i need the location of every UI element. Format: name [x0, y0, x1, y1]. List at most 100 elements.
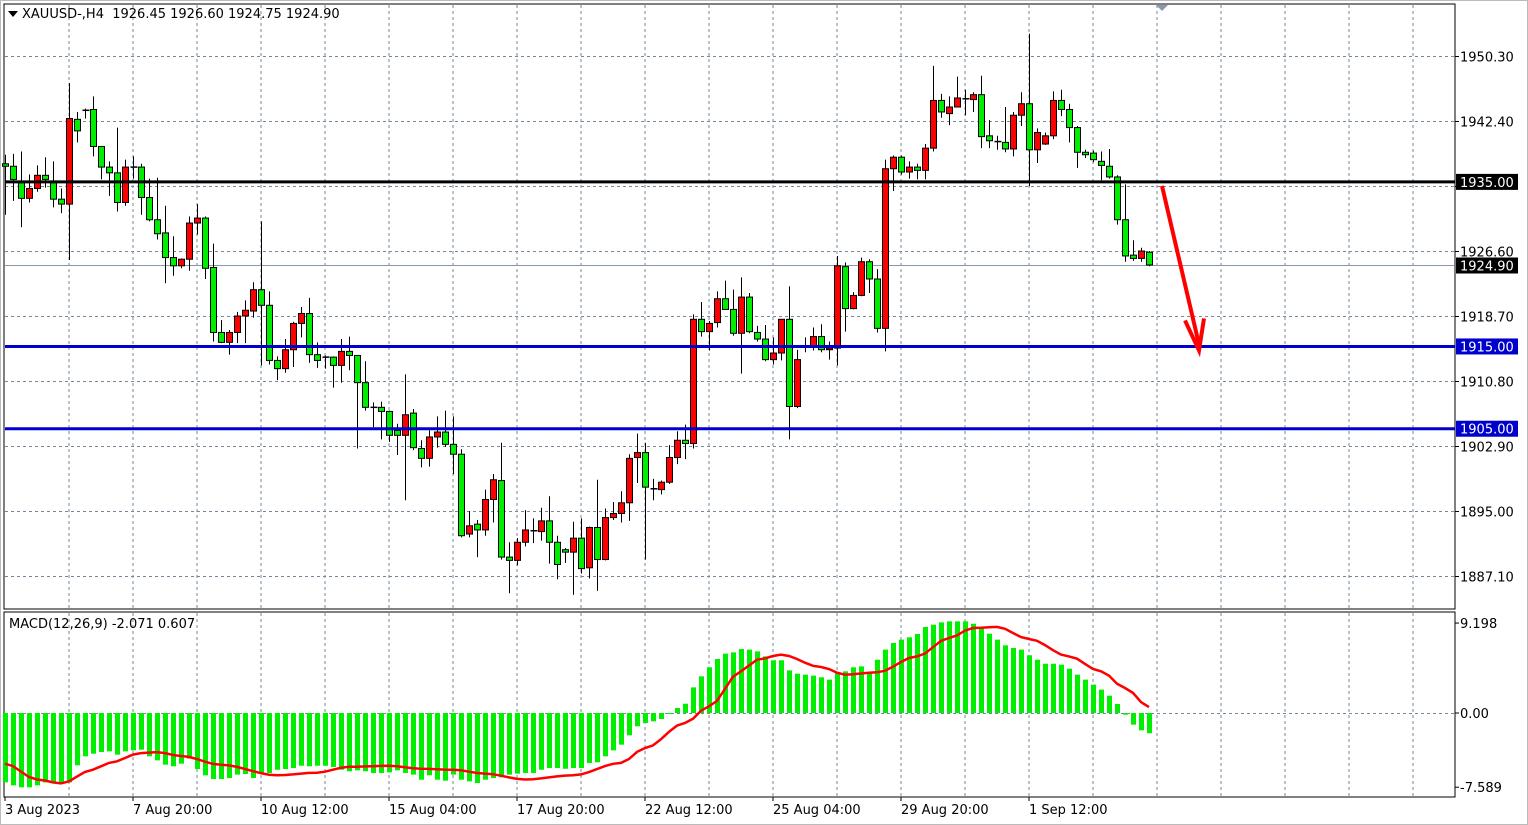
candle	[562, 548, 569, 563]
x-tick-label: 29 Aug 20:00	[901, 803, 989, 818]
candle	[634, 433, 641, 484]
candle-body	[722, 298, 729, 310]
macd-histogram-bar	[499, 713, 504, 778]
candle	[250, 282, 257, 318]
candle	[1082, 149, 1089, 159]
macd-histogram-bar	[651, 713, 656, 722]
macd-histogram-bar	[291, 713, 296, 768]
macd-histogram-bar	[691, 687, 696, 713]
macd-histogram-bar	[59, 713, 64, 783]
candle	[1058, 89, 1065, 117]
candle-body	[242, 309, 249, 317]
candle-body	[1010, 114, 1017, 150]
macd-histogram-bar	[491, 713, 496, 779]
macd-histogram-bar	[731, 652, 736, 713]
candle-body	[210, 266, 217, 333]
candle-body	[610, 512, 617, 519]
macd-histogram-bar	[355, 713, 360, 771]
candle-body	[666, 457, 673, 483]
macd-histogram-bar	[723, 653, 728, 713]
macd-histogram-bar	[891, 642, 896, 713]
candle-body	[1066, 108, 1073, 129]
candle-body	[458, 453, 465, 537]
candle	[1010, 111, 1017, 157]
macd-histogram-bar	[131, 713, 136, 751]
candle-body	[914, 166, 921, 171]
macd-histogram-bar	[899, 639, 904, 713]
candle-body	[258, 289, 265, 306]
candle-body	[826, 347, 833, 351]
candle	[146, 178, 153, 222]
candle-body	[946, 106, 953, 115]
level-price-tag	[1456, 420, 1518, 437]
candle-body	[778, 318, 785, 354]
x-tick-label: 1 Sep 12:00	[1029, 803, 1108, 818]
candle-body	[90, 108, 97, 148]
macd-histogram-bar	[987, 633, 992, 713]
candle	[522, 510, 529, 547]
candle	[714, 291, 721, 328]
macd-histogram-bar	[299, 713, 304, 766]
candle	[610, 501, 617, 521]
candle	[954, 76, 961, 108]
macd-histogram-bar	[1027, 655, 1032, 713]
macd-histogram-bar	[483, 713, 488, 780]
candle	[354, 354, 361, 449]
trend-arrow-head-icon[interactable]	[1183, 318, 1206, 358]
chart-shift-marker-icon[interactable]	[1156, 5, 1168, 11]
macd-histogram-bar	[419, 713, 424, 780]
candle	[578, 518, 585, 574]
macd-histogram-bar	[427, 713, 432, 776]
candle-body	[66, 118, 73, 205]
candle	[162, 205, 169, 284]
macd-histogram-bar	[195, 713, 200, 770]
candle	[466, 511, 473, 538]
candle	[258, 221, 265, 366]
macd-histogram-bar	[99, 713, 104, 753]
candle-body	[1050, 99, 1057, 137]
candle	[1146, 251, 1153, 267]
trend-arrow-line[interactable]	[1160, 185, 1201, 345]
y-tick-label: 1910.80	[1460, 376, 1514, 391]
price-axis-area	[1456, 0, 1528, 825]
candle	[586, 526, 593, 579]
macd-histogram-bar	[443, 713, 448, 781]
candle-body	[74, 118, 81, 132]
candle-body	[714, 298, 721, 324]
macd-histogram-bar	[107, 713, 112, 752]
candle	[930, 65, 937, 152]
candle-body	[890, 156, 897, 170]
price-panel[interactable]	[3, 3, 1456, 610]
macd-histogram-bar	[523, 713, 528, 773]
macd-histogram-bar	[915, 633, 920, 713]
candle-body	[162, 232, 169, 259]
macd-histogram-bar	[1043, 663, 1048, 713]
macd-histogram-bar	[611, 713, 616, 751]
candle	[682, 424, 689, 460]
symbol-menu-triangle-icon[interactable]	[8, 11, 18, 17]
macd-histogram-bar	[307, 713, 312, 767]
macd-histogram-bar	[459, 713, 464, 780]
x-tick-label: 7 Aug 20:00	[133, 803, 212, 818]
macd-tick-label: 9.198	[1460, 617, 1497, 632]
candle	[346, 336, 353, 371]
candle-body	[594, 526, 601, 561]
candle-body	[706, 322, 713, 333]
candle	[202, 216, 209, 279]
candle-body	[306, 313, 313, 356]
candle	[458, 449, 465, 538]
candle-body	[970, 94, 977, 101]
candle	[1050, 91, 1057, 140]
macd-histogram-bar	[1139, 713, 1144, 731]
macd-histogram-bar	[403, 713, 408, 773]
macd-histogram-bar	[1011, 647, 1016, 713]
macd-histogram-bar	[187, 713, 192, 759]
candle	[546, 496, 553, 564]
candle-body	[410, 412, 417, 449]
y-tick-label: 1902.90	[1460, 441, 1514, 456]
macd-histogram-bar	[507, 713, 512, 775]
candle-body	[154, 219, 161, 235]
macd-histogram-bar	[139, 713, 144, 750]
candle-body	[58, 198, 65, 205]
